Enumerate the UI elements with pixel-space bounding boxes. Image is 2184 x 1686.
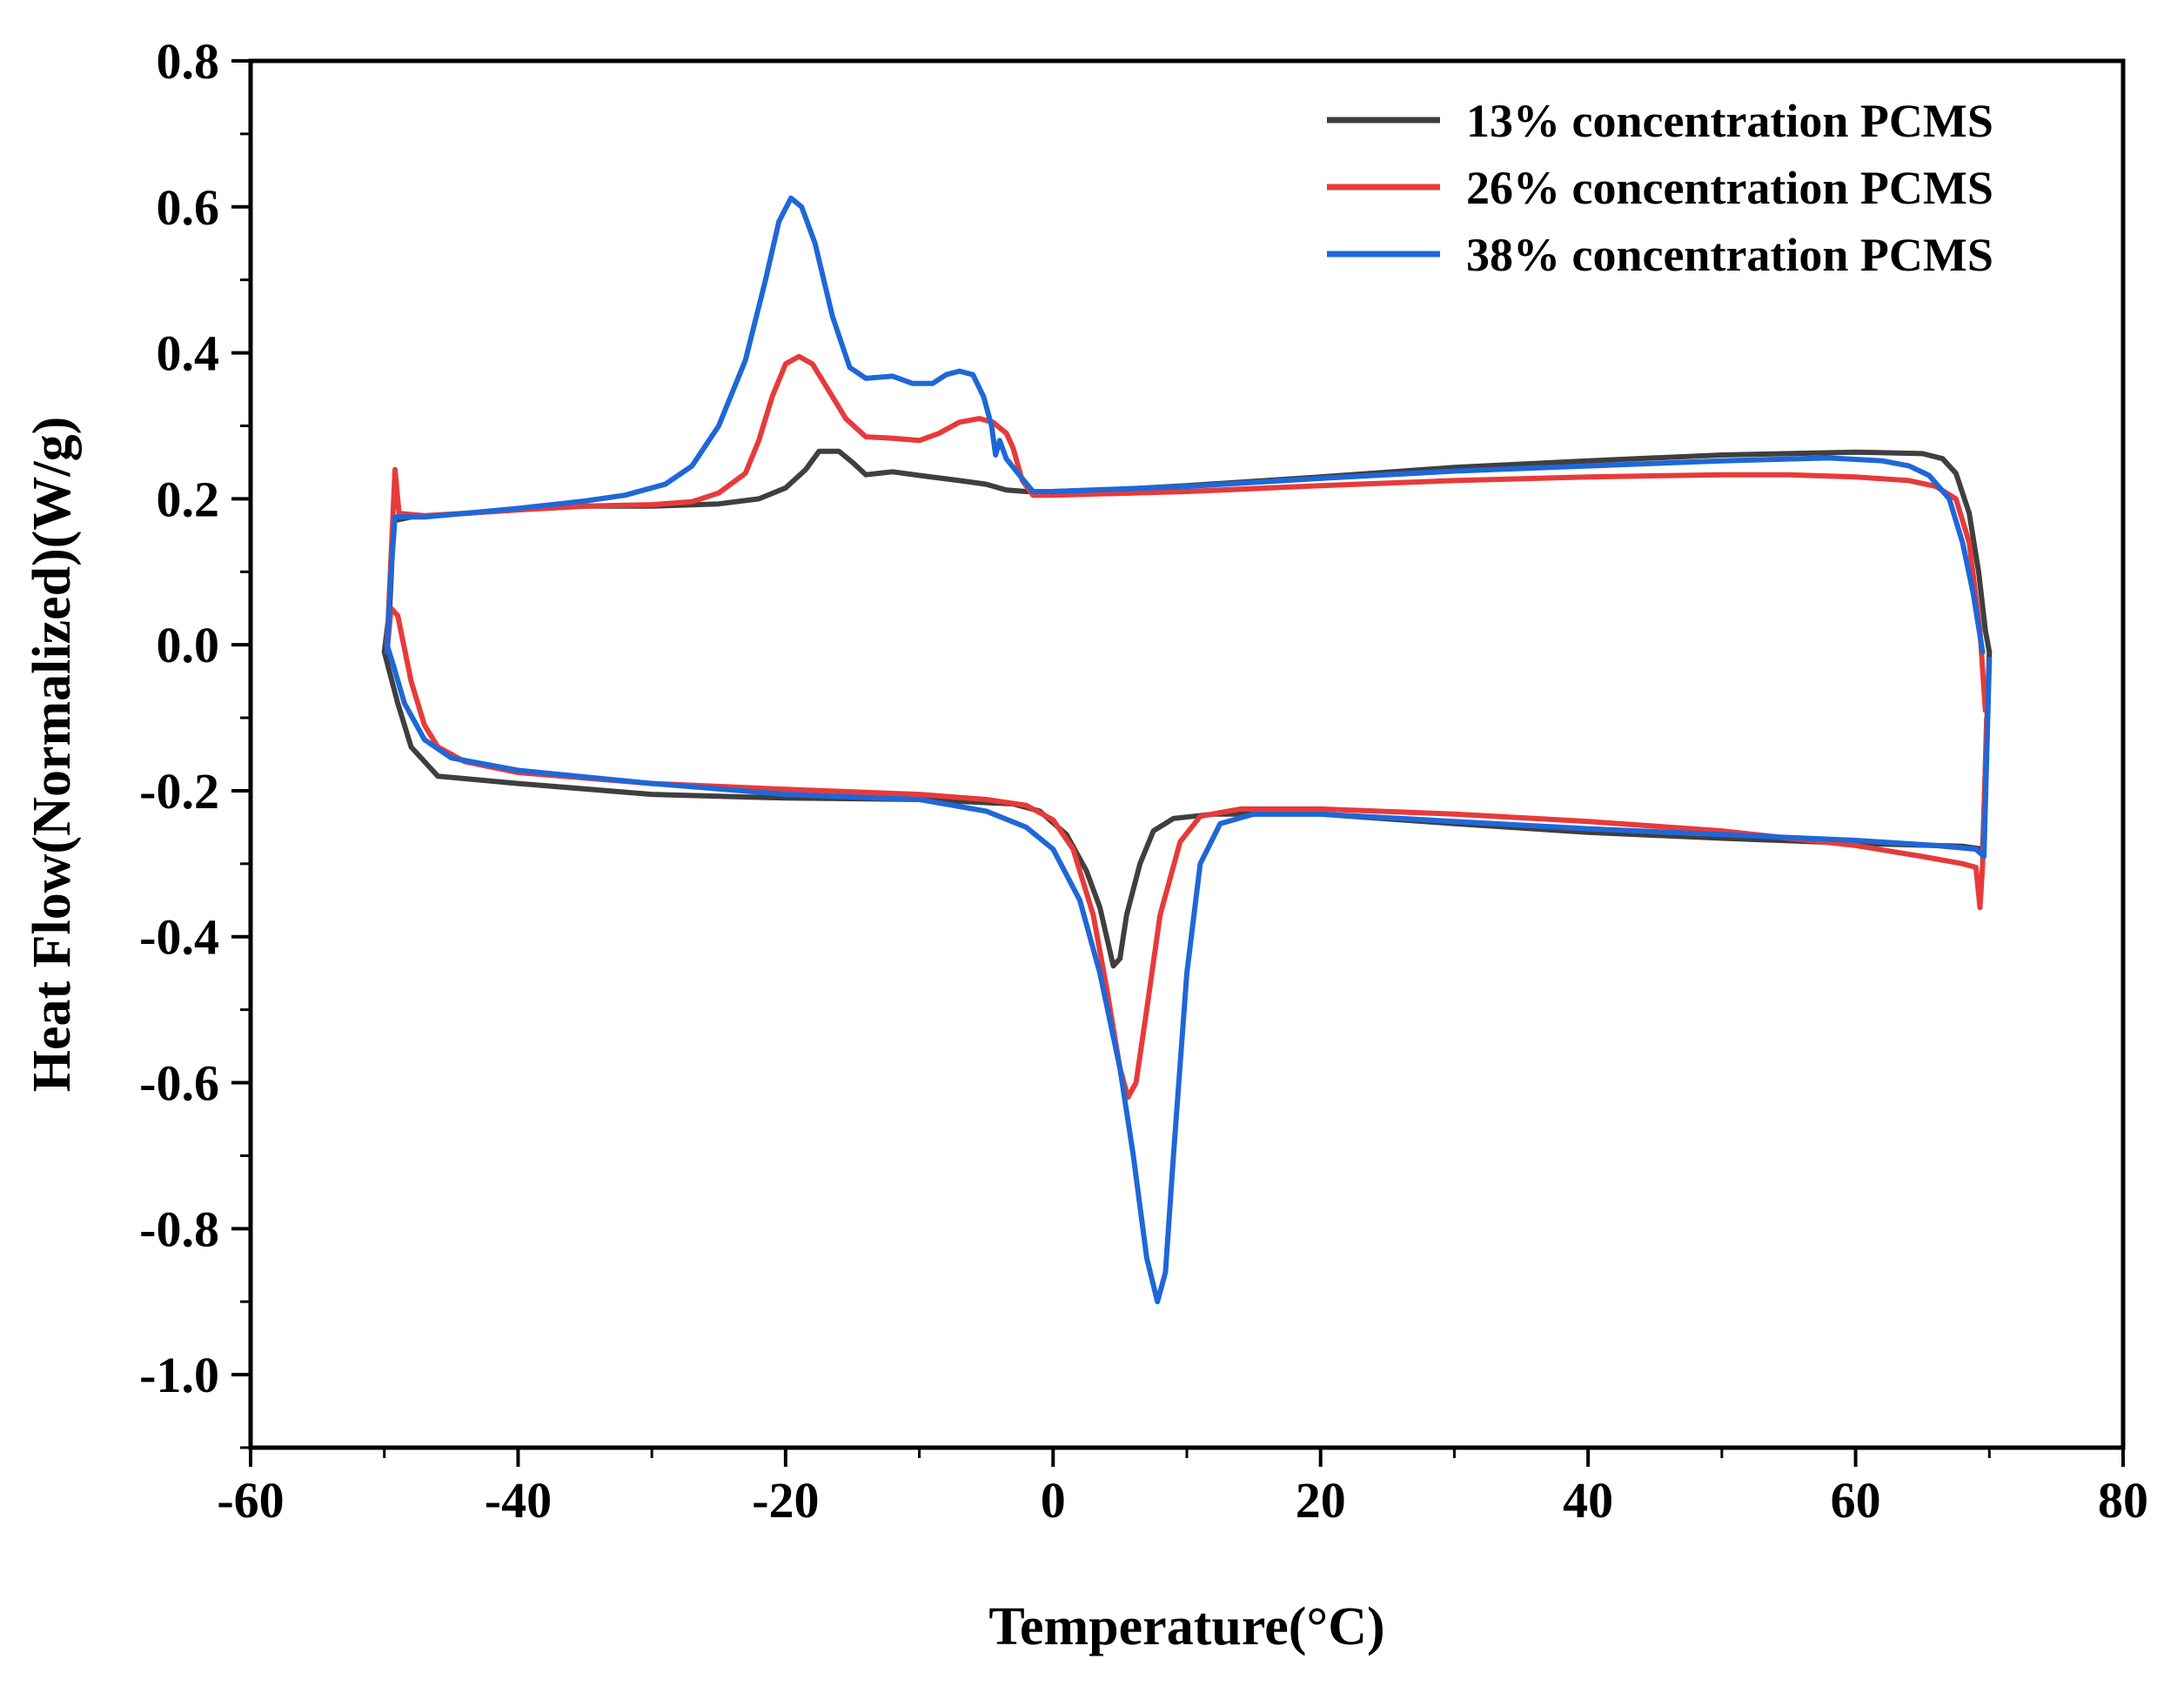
x-tick-label: 0 bbox=[1041, 1472, 1066, 1529]
y-tick-label: 0.6 bbox=[157, 179, 220, 236]
y-tick-label: -0.2 bbox=[139, 763, 219, 820]
y-tick-label: 0.4 bbox=[157, 325, 220, 382]
y-tick-label: -0.4 bbox=[139, 909, 219, 966]
series-2-cooling-curve bbox=[384, 353, 1988, 713]
legend: 13% concentration PCMS 26% concentration … bbox=[1327, 95, 1993, 281]
y-tick-label: -0.6 bbox=[139, 1055, 219, 1112]
legend-label: 38% concentration PCMS bbox=[1466, 229, 1993, 281]
x-tick-label: 80 bbox=[2098, 1472, 2148, 1529]
x-tick-label: 60 bbox=[1831, 1472, 1881, 1529]
y-tick-label: -1.0 bbox=[139, 1347, 219, 1403]
legend-label: 26% concentration PCMS bbox=[1466, 162, 1993, 214]
axis-tick-labels: -60 -40 -20 0 20 40 60 80 -1.0 -0.8 -0.6 -0.4 -0.2 0.… bbox=[139, 33, 2148, 1529]
y-tick-label: 0.8 bbox=[157, 33, 220, 90]
x-axis-title: Temperature(°C) bbox=[988, 1597, 1384, 1656]
series-3-cooling-curve bbox=[384, 195, 1986, 655]
x-tick-label: 40 bbox=[1563, 1472, 1613, 1529]
legend-label: 13% concentration PCMS bbox=[1466, 95, 1993, 147]
series-3-heating-curve bbox=[384, 642, 1993, 1305]
series-3 bbox=[384, 195, 1993, 1305]
axis-ticks bbox=[231, 59, 2125, 1467]
x-tick-label: -60 bbox=[217, 1472, 284, 1529]
y-axis-title: Heat Flow(Normalized)(W/g) bbox=[23, 417, 82, 1092]
y-tick-label: 0.0 bbox=[157, 617, 220, 673]
series-1-heating-curve bbox=[381, 649, 1993, 969]
y-tick-label: 0.2 bbox=[157, 471, 220, 527]
x-tick-label: 20 bbox=[1296, 1472, 1346, 1529]
series-curves bbox=[381, 195, 1993, 1305]
y-tick-label: -0.8 bbox=[139, 1201, 219, 1257]
x-tick-label: -40 bbox=[485, 1472, 552, 1529]
x-tick-label: -20 bbox=[752, 1472, 819, 1529]
